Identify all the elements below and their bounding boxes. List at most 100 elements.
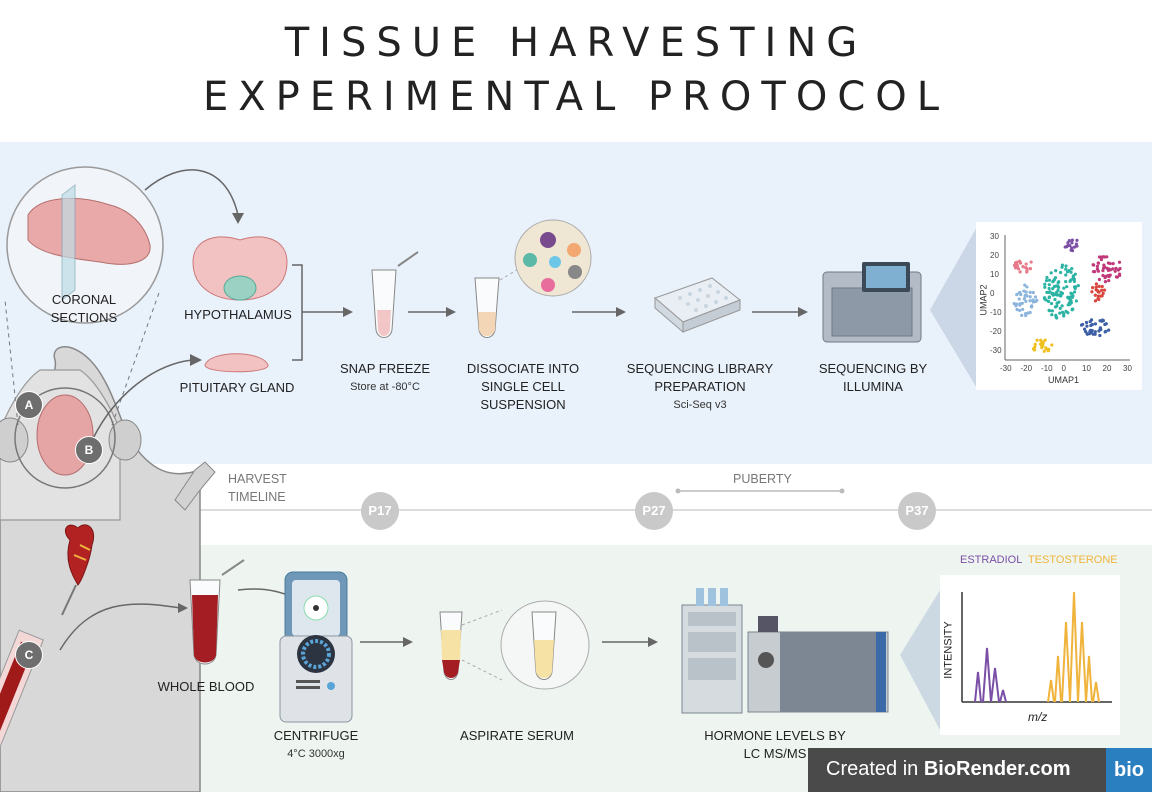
umap-point [1093, 330, 1097, 334]
umap-point [1028, 290, 1032, 294]
umap-point [1046, 299, 1051, 304]
umap-point [1065, 285, 1069, 289]
umap-point [1031, 347, 1036, 351]
umap-point [1097, 255, 1102, 259]
umap-point [1047, 309, 1052, 313]
umap-point [1117, 272, 1122, 276]
umap-point [1043, 285, 1047, 289]
umap-point [1043, 282, 1047, 286]
umap-ytick: 30 [990, 232, 999, 241]
sequencer-icon [822, 262, 922, 343]
umap-point [1030, 304, 1034, 308]
title-line-2: EXPERIMENTAL PROTOCOL [202, 74, 950, 120]
umap-xtick: 0 [1061, 364, 1066, 373]
umap-point [1075, 238, 1079, 243]
legend-estradiol: ESTRADIOL [960, 554, 1023, 566]
umap-point [1093, 332, 1097, 336]
umap-point [1102, 255, 1107, 259]
umap-point [1024, 262, 1028, 266]
umap-point [1072, 245, 1077, 249]
umap-point [1070, 266, 1074, 271]
umap-point [1040, 344, 1044, 348]
umap-ytick: -30 [990, 346, 1002, 355]
brain-zoom-circle [14, 387, 116, 489]
spectrum-panel [940, 575, 1120, 735]
umap-point [1047, 278, 1052, 282]
umap-xtick: -10 [1041, 364, 1053, 373]
umap-point [1047, 295, 1052, 299]
umap-ytick: 0 [990, 289, 995, 298]
umap-point [1098, 333, 1102, 338]
umap-point [1115, 275, 1119, 279]
umap-point [1116, 268, 1121, 272]
umap-point [1074, 299, 1078, 303]
umap-point [1050, 309, 1054, 313]
umap-point [1057, 300, 1061, 304]
umap-point [1024, 299, 1028, 303]
umap-point [1093, 270, 1097, 274]
umap-point [1066, 303, 1070, 307]
umap-point [1105, 266, 1109, 270]
umap-point [1108, 268, 1113, 272]
umap-point [1049, 271, 1053, 275]
biorender-badge[interactable]: Created in BioRender.com bio [808, 748, 1152, 792]
spectrum-zoom-projection [900, 590, 940, 730]
umap-point [1082, 327, 1087, 331]
umap-point [1106, 261, 1110, 265]
umap-point [1069, 291, 1073, 295]
umap-point [1101, 291, 1105, 295]
umap-point [1018, 308, 1022, 313]
umap-point [1050, 343, 1054, 347]
umap-point [1049, 301, 1054, 306]
umap-ytick: -10 [990, 308, 1002, 317]
umap-point [1090, 328, 1094, 333]
umap-point [1047, 283, 1051, 287]
umap-point [1070, 238, 1074, 242]
label-hormone: HORMONE LEVELS BY LC MS/MS [704, 728, 846, 761]
umap-point [1107, 328, 1111, 332]
umap-point [1016, 267, 1021, 271]
umap-xtick: -20 [1020, 364, 1033, 373]
tube-icon-whole-blood [189, 559, 245, 665]
tube-icon-snap-freeze [371, 251, 419, 338]
umap-point [1089, 323, 1093, 328]
umap-point [1097, 284, 1101, 289]
snap-freeze-sub: Store at -80°C [350, 381, 420, 393]
umap-point [1018, 290, 1022, 295]
timeline-node-p17: P17 [361, 492, 399, 530]
umap-point [1020, 313, 1024, 317]
lcms-icon [681, 588, 889, 714]
umap-point [1067, 239, 1071, 243]
centrifuge-title: CENTRIFUGE [273, 728, 359, 743]
umap-ytick: -20 [990, 327, 1002, 336]
umap-point [1025, 285, 1029, 289]
puberty-label: PUBERTY [733, 472, 792, 486]
umap-point [1085, 332, 1089, 336]
umap-point [1054, 290, 1059, 295]
umap-point [1093, 322, 1098, 326]
umap-point [1060, 304, 1064, 308]
estradiol-peaks [974, 647, 1007, 703]
umap-point [1098, 327, 1102, 331]
syringe-icon [0, 584, 77, 792]
umap-point [1035, 338, 1039, 342]
umap-point [1025, 269, 1029, 273]
umap-point [1057, 280, 1061, 284]
umap-point [1088, 332, 1092, 336]
label-hypothalamus: HYPOTHALAMUS [184, 307, 292, 322]
umap-point [1084, 320, 1089, 325]
umap-point [1096, 294, 1100, 298]
spectrum-ylabel: INTENSITY [942, 621, 955, 679]
umap-point [1020, 301, 1024, 305]
umap-point [1068, 279, 1072, 283]
umap-point [1025, 294, 1029, 298]
umap-point [1101, 266, 1106, 270]
umap-point [1042, 296, 1047, 300]
umap-point [1094, 282, 1099, 286]
library-title: SEQUENCING LIBRARY PREPARATION [626, 361, 774, 394]
umap-ytick: 10 [990, 270, 999, 279]
umap-point [1065, 244, 1069, 248]
umap-point [1104, 329, 1108, 333]
umap-point [1101, 273, 1105, 278]
umap-point [1093, 293, 1097, 297]
